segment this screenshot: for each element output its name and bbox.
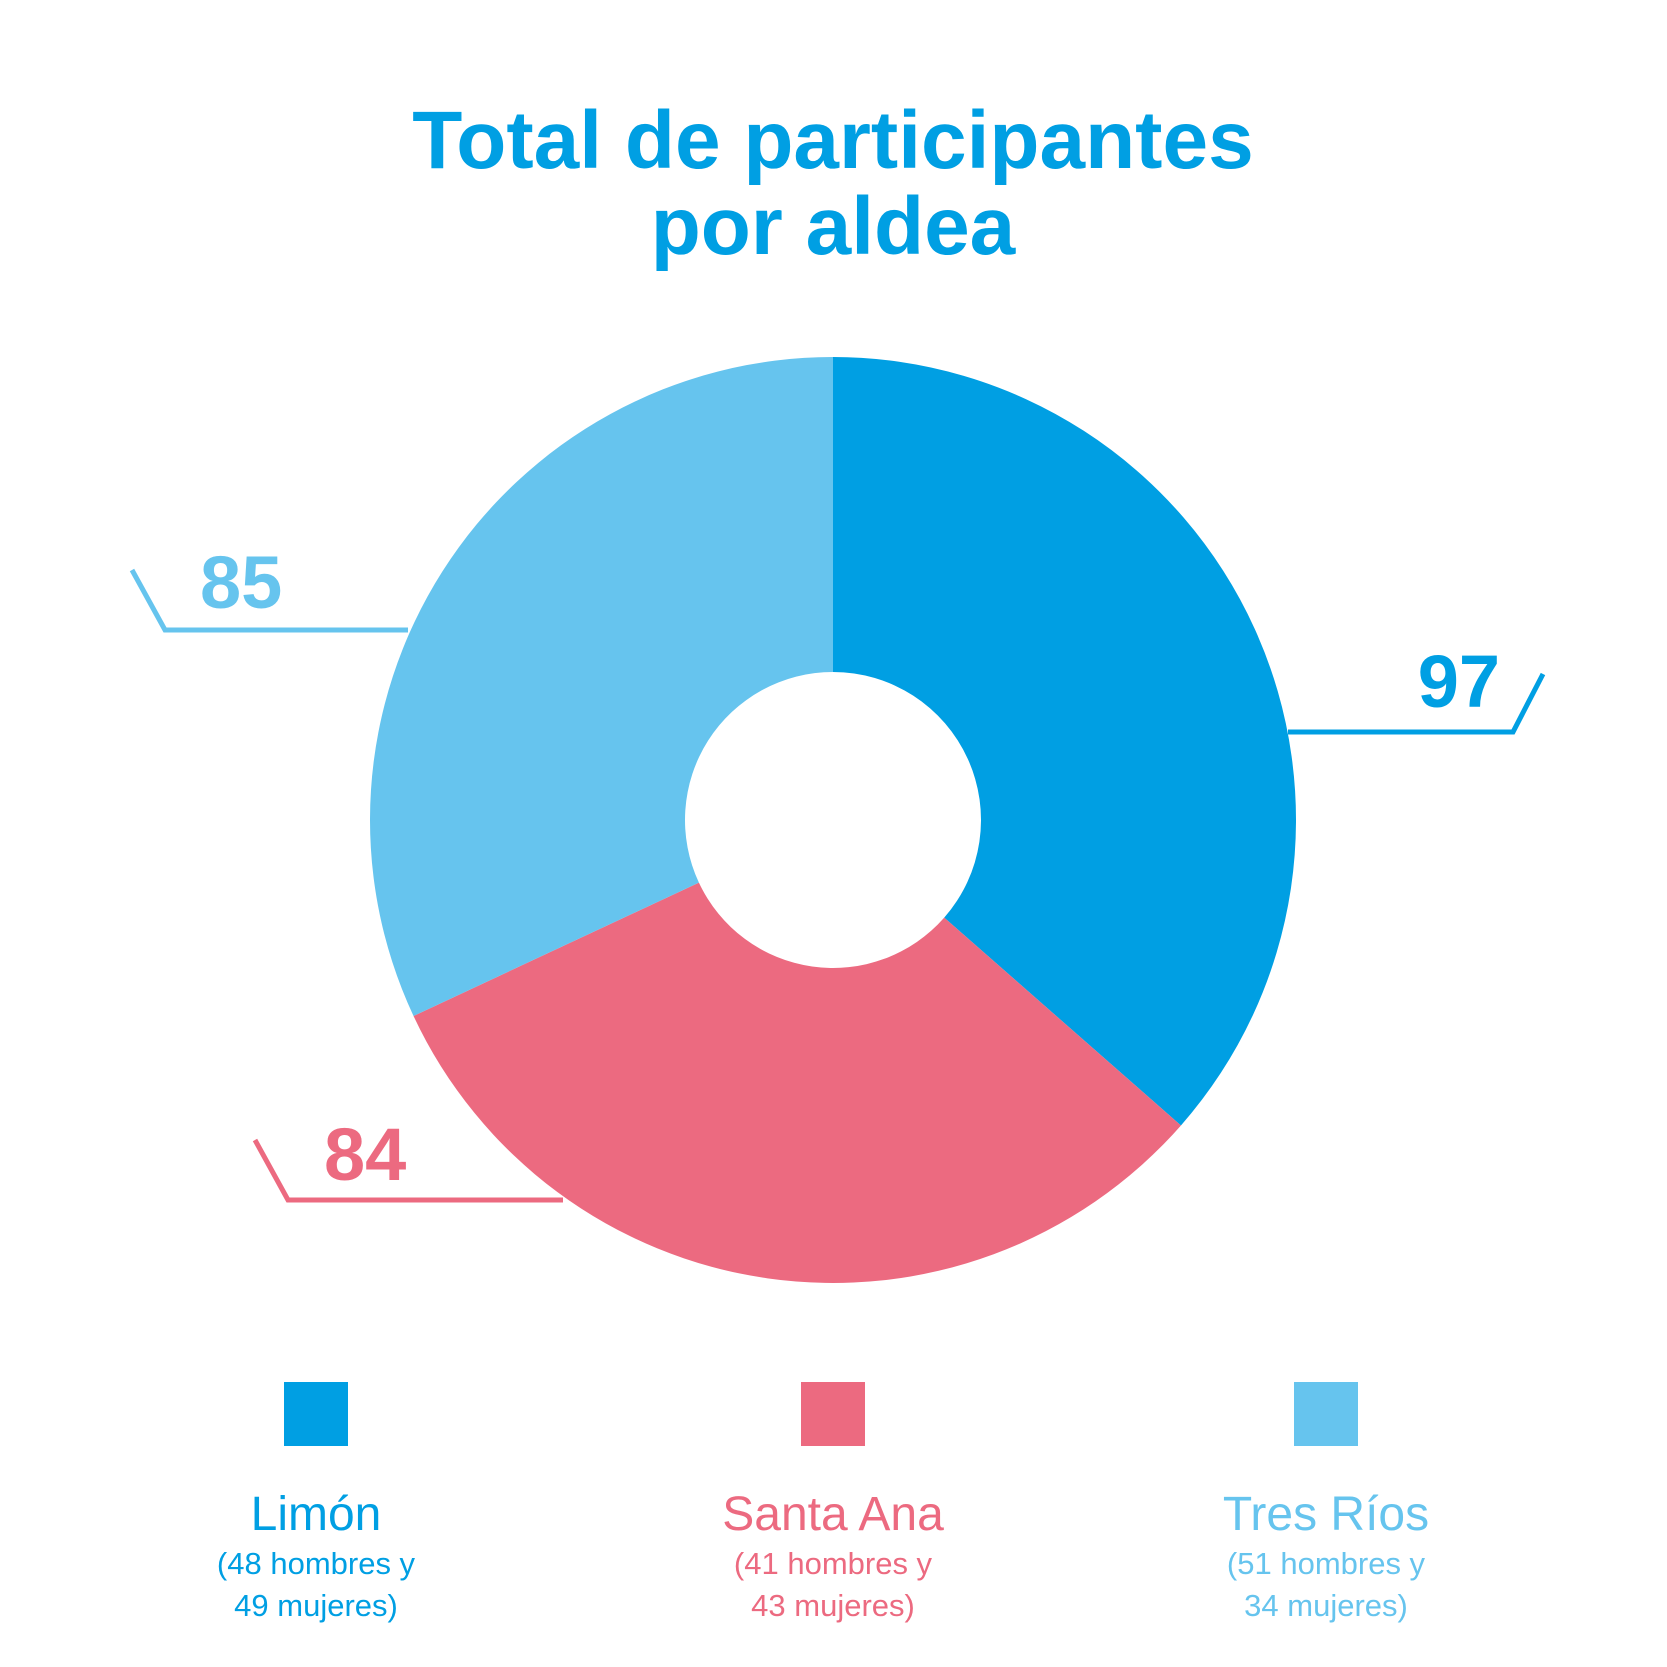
chart-title: Total de participantes por aldea xyxy=(412,95,1253,272)
data-label-santa-ana: 84 xyxy=(324,1113,406,1196)
legend: Limón (48 hombres y 49 mujeres) Santa Ana (4… xyxy=(217,1382,1429,1623)
slice-limon xyxy=(833,357,1296,1126)
legend-detail-line: (48 hombres y xyxy=(217,1546,416,1581)
data-label-limon: 97 xyxy=(1418,640,1500,723)
data-labels: 97 84 85 xyxy=(129,541,1546,1203)
leader-line-santa-ana xyxy=(252,1138,563,1203)
legend-label: Santa Ana xyxy=(722,1488,944,1541)
donut-slices xyxy=(369,357,1296,1283)
legend-label: Tres Ríos xyxy=(1223,1488,1429,1541)
legend-swatch xyxy=(801,1382,865,1446)
chart-title-line-2: por aldea xyxy=(651,181,1017,272)
chart-title-line-1: Total de participantes xyxy=(412,95,1253,186)
legend-item-limon: Limón (48 hombres y 49 mujeres) xyxy=(217,1382,416,1623)
legend-swatch xyxy=(284,1382,348,1446)
slice-tres-rios xyxy=(369,357,833,1016)
legend-detail-line: 43 mujeres) xyxy=(751,1588,915,1623)
legend-label: Limón xyxy=(251,1488,382,1541)
legend-swatch xyxy=(1294,1382,1358,1446)
legend-detail-line: 49 mujeres) xyxy=(234,1588,398,1623)
data-label-tres-rios: 85 xyxy=(200,541,282,624)
slice-santa-ana xyxy=(413,882,1181,1283)
leader-line-limon xyxy=(1288,672,1546,735)
legend-item-tres-rios: Tres Ríos (51 hombres y 34 mujeres) xyxy=(1223,1382,1429,1623)
legend-detail-line: (41 hombres y xyxy=(734,1546,933,1581)
legend-detail-line: (51 hombres y xyxy=(1227,1546,1426,1581)
leader-line-tres-rios xyxy=(129,568,408,633)
legend-item-santa-ana: Santa Ana (41 hombres y 43 mujeres) xyxy=(722,1382,944,1623)
legend-detail-line: 34 mujeres) xyxy=(1244,1588,1408,1623)
